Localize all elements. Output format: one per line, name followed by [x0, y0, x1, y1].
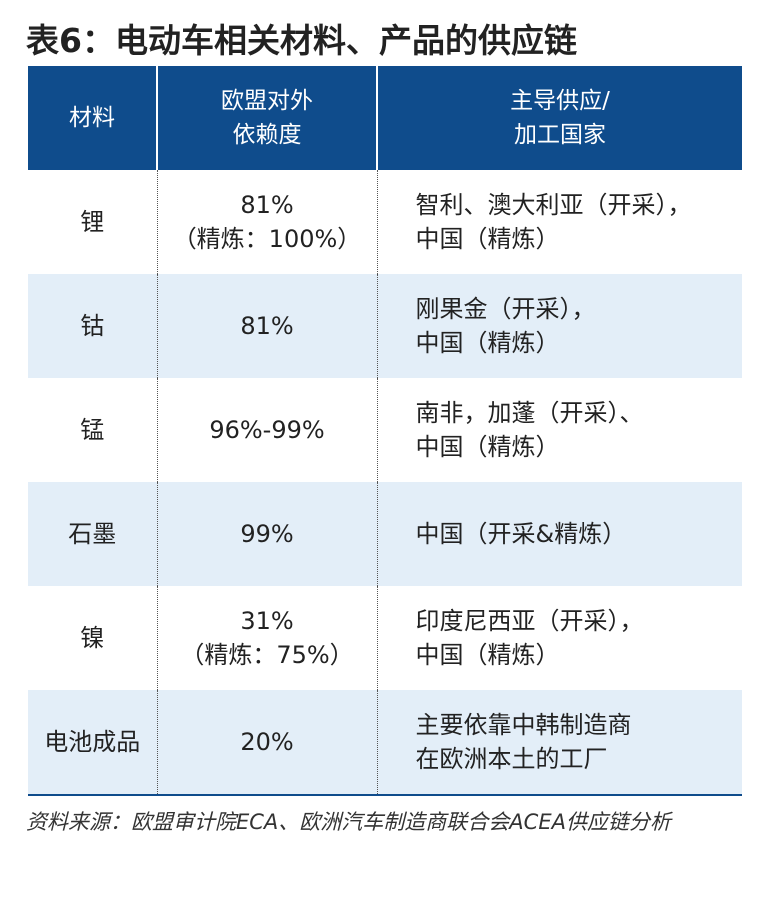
supplier-line: 刚果金（开采）， [415, 295, 596, 323]
supplier-line: 智利、澳大利亚（开采）， [415, 191, 692, 219]
dependency-line: 99% [240, 520, 294, 548]
supplier-line: 在欧洲本土的工厂 [415, 745, 608, 773]
header-supplier-line: 加工国家 [514, 122, 606, 148]
supplier-line: 印度尼西亚（开采）， [415, 607, 644, 635]
supply-chain-table: 材料 欧盟对外 依赖度 主导供应/ 加工国家 锂 81% （精炼：100%） 智… [28, 66, 742, 796]
source-note: 资料来源：欧盟审计院ECA、欧洲汽车制造商联合会ACEA供应链分析 [26, 810, 671, 834]
material-cell: 电池成品 [28, 690, 157, 796]
header-dependency-line: 依赖度 [232, 122, 302, 148]
dependency-cell: 81% （精炼：100%） [156, 170, 378, 274]
material-cell: 锰 [28, 378, 157, 482]
material-cell: 镍 [28, 586, 157, 690]
table-row: 电池成品 20% 主要依靠中韩制造商 在欧洲本土的工厂 [28, 690, 742, 796]
supplier-cell: 南非，加蓬（开采）、 中国（精炼） [377, 378, 742, 482]
supplier-line: 中国（开采&精炼） [415, 520, 627, 548]
supplier-line: 中国（精炼） [415, 433, 560, 461]
table-row: 锰 96%-99% 南非，加蓬（开采）、 中国（精炼） [28, 378, 742, 482]
supplier-line: 南非，加蓬（开采）、 [415, 399, 644, 427]
table-row: 钴 81% 刚果金（开采）， 中国（精炼） [28, 274, 742, 378]
dependency-line: （精炼：100%） [172, 225, 362, 253]
dependency-cell: 81% [156, 274, 378, 378]
header-supplier: 主导供应/ 加工国家 [377, 66, 742, 170]
supplier-line: 中国（精炼） [415, 641, 560, 669]
supplier-cell: 中国（开采&精炼） [377, 482, 742, 586]
table-title: 表6：电动车相关材料、产品的供应链 [26, 21, 577, 60]
dependency-line: 96%-99% [209, 416, 325, 444]
header-dependency: 欧盟对外 依赖度 [156, 66, 378, 170]
material-cell: 锂 [28, 170, 157, 274]
dependency-line: 20% [240, 728, 294, 756]
supplier-line: 中国（精炼） [415, 225, 560, 253]
supplier-line: 中国（精炼） [415, 329, 560, 357]
table-header-row: 材料 欧盟对外 依赖度 主导供应/ 加工国家 [28, 66, 742, 170]
material-cell: 石墨 [28, 482, 157, 586]
supplier-cell: 智利、澳大利亚（开采）， 中国（精炼） [377, 170, 742, 274]
header-supplier-line: 主导供应/ [510, 88, 610, 114]
dependency-line: 81% [240, 191, 294, 219]
table-row: 锂 81% （精炼：100%） 智利、澳大利亚（开采）， 中国（精炼） [28, 170, 742, 274]
table-row: 石墨 99% 中国（开采&精炼） [28, 482, 742, 586]
supplier-cell: 主要依靠中韩制造商 在欧洲本土的工厂 [377, 690, 742, 796]
supplier-cell: 印度尼西亚（开采）， 中国（精炼） [377, 586, 742, 690]
dependency-cell: 31% （精炼：75%） [156, 586, 378, 690]
table-row: 镍 31% （精炼：75%） 印度尼西亚（开采）， 中国（精炼） [28, 586, 742, 690]
supplier-line: 主要依靠中韩制造商 [415, 711, 632, 739]
supplier-cell: 刚果金（开采）， 中国（精炼） [377, 274, 742, 378]
dependency-line: （精炼：75%） [180, 641, 354, 669]
header-material: 材料 [28, 66, 157, 170]
header-dependency-line: 欧盟对外 [221, 88, 313, 114]
dependency-cell: 96%-99% [156, 378, 378, 482]
material-cell: 钴 [28, 274, 157, 378]
dependency-cell: 20% [156, 690, 378, 796]
dependency-line: 81% [240, 312, 294, 340]
dependency-line: 31% [240, 607, 294, 635]
dependency-cell: 99% [156, 482, 378, 586]
